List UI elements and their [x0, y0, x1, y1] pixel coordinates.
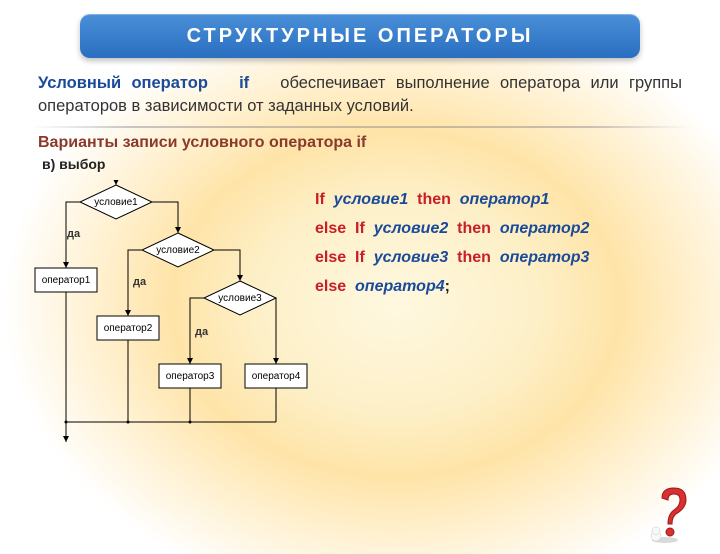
page-title: СТРУКТУРНЫЕ ОПЕРАТОРЫ — [187, 25, 534, 47]
variant-label: в) выбор — [42, 156, 678, 172]
svg-text:оператор2: оператор2 — [104, 323, 153, 334]
description-paragraph: Условный оператор if обеспечивает выполн… — [38, 72, 682, 118]
kw-then: then — [457, 249, 491, 266]
semicolon: ; — [445, 278, 450, 295]
op4: оператор4 — [355, 278, 445, 295]
code-line-1: If условие1 then оператор1 — [315, 186, 645, 215]
description-lead: Условный оператор — [38, 74, 208, 92]
op3: оператор3 — [500, 249, 590, 266]
kw-else: else — [315, 278, 346, 295]
divider — [30, 126, 690, 128]
kw-else: else — [315, 220, 346, 237]
kw-if: If — [355, 220, 365, 237]
code-line-3: else If условие3 then оператор3 — [315, 244, 645, 273]
svg-text:оператор4: оператор4 — [252, 371, 301, 382]
flowchart: условие1 оператор1 условие2 оператор2 услови… — [30, 180, 320, 450]
code-line-4: else оператор4; — [315, 273, 645, 302]
code-block: If условие1 then оператор1 else If услов… — [315, 186, 645, 301]
kw-else: else — [315, 249, 346, 266]
op1: оператор1 — [460, 191, 550, 208]
svg-text:условие2: условие2 — [156, 245, 200, 256]
cond1: условие1 — [334, 191, 409, 208]
title-banner: СТРУКТУРНЫЕ ОПЕРАТОРЫ — [80, 14, 640, 58]
yes-label-2: да — [133, 276, 146, 288]
question-mark-icon — [642, 484, 702, 544]
yes-label-1: да — [67, 228, 80, 240]
svg-text:оператор1: оператор1 — [42, 275, 91, 286]
cond2: условие2 — [374, 220, 449, 237]
svg-text:условие1: условие1 — [94, 197, 138, 208]
subtitle: Варианты записи условного оператора if — [38, 134, 682, 152]
description-keyword: if — [239, 74, 249, 92]
kw-then: then — [417, 191, 451, 208]
kw-if: If — [315, 191, 325, 208]
svg-text:оператор3: оператор3 — [166, 371, 215, 382]
svg-text:условие3: условие3 — [218, 293, 262, 304]
code-line-2: else If условие2 then оператор2 — [315, 215, 645, 244]
kw-if: If — [355, 249, 365, 266]
flowchart-svg: условие1 оператор1 условие2 оператор2 услови… — [30, 180, 320, 450]
cond3: условие3 — [374, 249, 449, 266]
yes-label-3: да — [195, 326, 208, 338]
op2: оператор2 — [500, 220, 590, 237]
kw-then: then — [457, 220, 491, 237]
